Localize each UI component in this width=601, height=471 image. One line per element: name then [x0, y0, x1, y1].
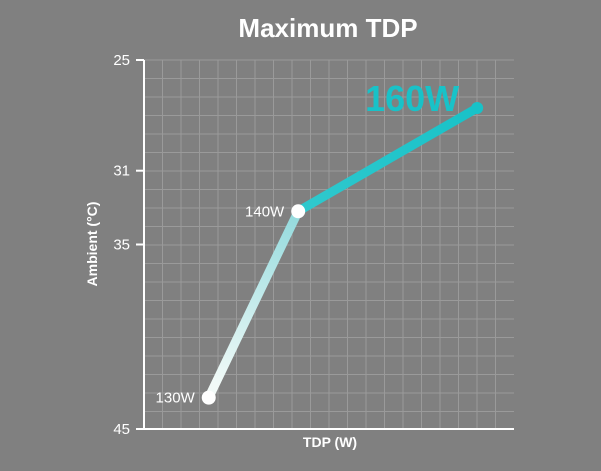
data-label: 130W — [156, 390, 196, 407]
x-axis-label: TDP (W) — [303, 434, 357, 450]
series-segment — [204, 206, 303, 403]
y-tick-label: 45 — [113, 421, 130, 438]
chart-title: Maximum TDP — [238, 13, 417, 43]
y-tick-label: 25 — [113, 52, 130, 69]
series-line: 130W 140W 160W — [156, 78, 484, 407]
y-axis-label: Ambient (°C) — [84, 202, 100, 287]
y-tick-label: 35 — [113, 237, 130, 254]
y-tick-label: 31 — [113, 163, 130, 180]
y-ticks: 25 31 35 45 — [113, 52, 144, 438]
data-label-highlight: 160W — [365, 78, 459, 119]
series-segment — [293, 103, 482, 216]
data-point — [291, 204, 306, 219]
data-point — [201, 390, 216, 405]
data-point — [471, 101, 484, 114]
grid — [144, 59, 514, 429]
data-label: 140W — [245, 203, 285, 220]
